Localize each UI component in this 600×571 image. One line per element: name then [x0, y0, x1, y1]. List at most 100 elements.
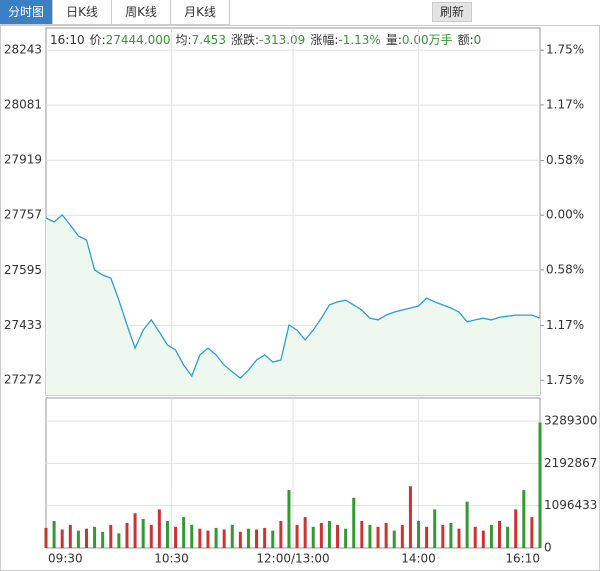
info-label: 额:: [458, 33, 474, 47]
volume-bar: [263, 527, 267, 548]
info-value: -1.13%: [338, 33, 380, 47]
info-line: 16:10 价:27444.000 均:7.453 涨跌:-313.09 涨幅:-1.1…: [50, 32, 481, 47]
tab[interactable]: 周K线: [112, 0, 171, 25]
volume-bar: [52, 520, 56, 548]
price-area: [46, 214, 540, 395]
volume-bar: [295, 524, 299, 548]
y-tick-label: 27757: [4, 208, 42, 222]
volume-bar: [506, 526, 510, 548]
volume-bar: [279, 520, 283, 548]
y2-tick-label: 1.75%: [546, 373, 584, 387]
y-tick-label: 0: [544, 541, 552, 555]
volume-bar: [514, 509, 518, 548]
volume-bar: [457, 528, 461, 548]
info-value: 0: [474, 33, 482, 47]
volume-bar: [473, 526, 477, 548]
volume-bar: [101, 531, 105, 548]
volume-bar: [141, 519, 145, 548]
volume-bar: [109, 524, 113, 548]
volume-bar: [449, 522, 453, 548]
volume-bar: [392, 530, 396, 548]
x-tick-label: 16:10: [505, 552, 540, 566]
volume-bar: [489, 524, 493, 548]
volume-bar: [222, 529, 226, 548]
volume-bar: [255, 529, 259, 548]
volume-bar: [206, 530, 210, 548]
y-tick-label: 2192867: [544, 456, 597, 470]
volume-bar: [360, 520, 364, 548]
volume-bar: [408, 486, 412, 548]
volume-bar: [336, 524, 340, 548]
info-label: 涨幅:: [310, 32, 338, 47]
info-label: 价:: [90, 33, 106, 47]
info-label: 均:: [176, 33, 192, 47]
volume-bar: [60, 529, 64, 548]
x-tick-label: 12:00/13:00: [256, 552, 329, 566]
volume-bar: [125, 522, 129, 548]
volume-bar: [344, 528, 348, 548]
volume-bar: [400, 524, 404, 548]
volume-bar: [522, 490, 526, 548]
volume-bar: [311, 526, 315, 548]
volume-bar: [246, 528, 250, 548]
y2-tick-label: 0.58%: [546, 153, 584, 167]
info-value: 27444.000: [106, 33, 171, 47]
volume-bar: [352, 497, 356, 548]
volume-bar: [481, 530, 485, 548]
price-line: [45, 213, 541, 379]
tab[interactable]: 分时图: [0, 0, 53, 25]
refresh-button[interactable]: 刷新: [432, 2, 472, 22]
info-value: 7.453: [192, 33, 226, 47]
info-time: 16:10: [50, 33, 85, 47]
volume-bar: [465, 501, 469, 548]
info-value: -313.09: [259, 33, 305, 47]
tab[interactable]: 月K线: [171, 0, 230, 25]
volume-bar: [182, 517, 186, 548]
y2-tick-label: 1.17%: [546, 97, 584, 111]
volume-bar: [157, 509, 161, 548]
volume-bar: [368, 524, 372, 548]
volume-bar: [303, 517, 307, 548]
volume-bar: [93, 526, 97, 548]
volume-bar: [287, 490, 291, 548]
volume-bar: [68, 524, 72, 548]
volume-bar: [149, 524, 153, 548]
volume-bar: [384, 522, 388, 548]
volume-bar: [530, 517, 534, 548]
y-tick-label: 3289300: [544, 414, 597, 428]
volume-bar: [538, 422, 542, 548]
volume-bar: [498, 520, 502, 548]
info-value: 0.00万手: [402, 33, 453, 47]
y-tick-label: 1096433: [544, 498, 597, 512]
y2-tick-label: 1.75%: [546, 43, 584, 57]
x-tick-label: 14:00: [401, 552, 436, 566]
volume-bar: [198, 528, 202, 548]
y-tick-label: 27919: [4, 153, 42, 167]
y-tick-label: 28243: [4, 43, 42, 57]
volume-bar: [165, 520, 169, 548]
volume-bar: [417, 520, 421, 548]
y2-tick-label: 0.58%: [546, 262, 584, 276]
volume-bar: [271, 530, 275, 548]
volume-bar: [214, 527, 218, 548]
y-tick-label: 28081: [4, 98, 42, 112]
y-tick-label: 27272: [4, 373, 42, 387]
volume-bar: [238, 531, 242, 548]
volume-bar: [319, 522, 323, 548]
volume-bar: [230, 524, 234, 548]
y2-tick-label: 1.17%: [546, 318, 584, 332]
x-tick-label: 09:30: [48, 552, 83, 566]
volume-bar: [190, 524, 194, 548]
tab[interactable]: 日K线: [53, 0, 112, 25]
y-tick-label: 27433: [4, 318, 42, 332]
volume-bar: [174, 526, 178, 548]
y2-tick-label: 0.00%: [546, 208, 584, 222]
volume-bar: [433, 509, 437, 548]
x-tick-label: 10:30: [154, 552, 189, 566]
info-label: 涨跌:: [231, 32, 259, 47]
volume-bar: [376, 526, 380, 548]
volume-bar: [76, 530, 80, 548]
volume-bar: [133, 513, 137, 548]
